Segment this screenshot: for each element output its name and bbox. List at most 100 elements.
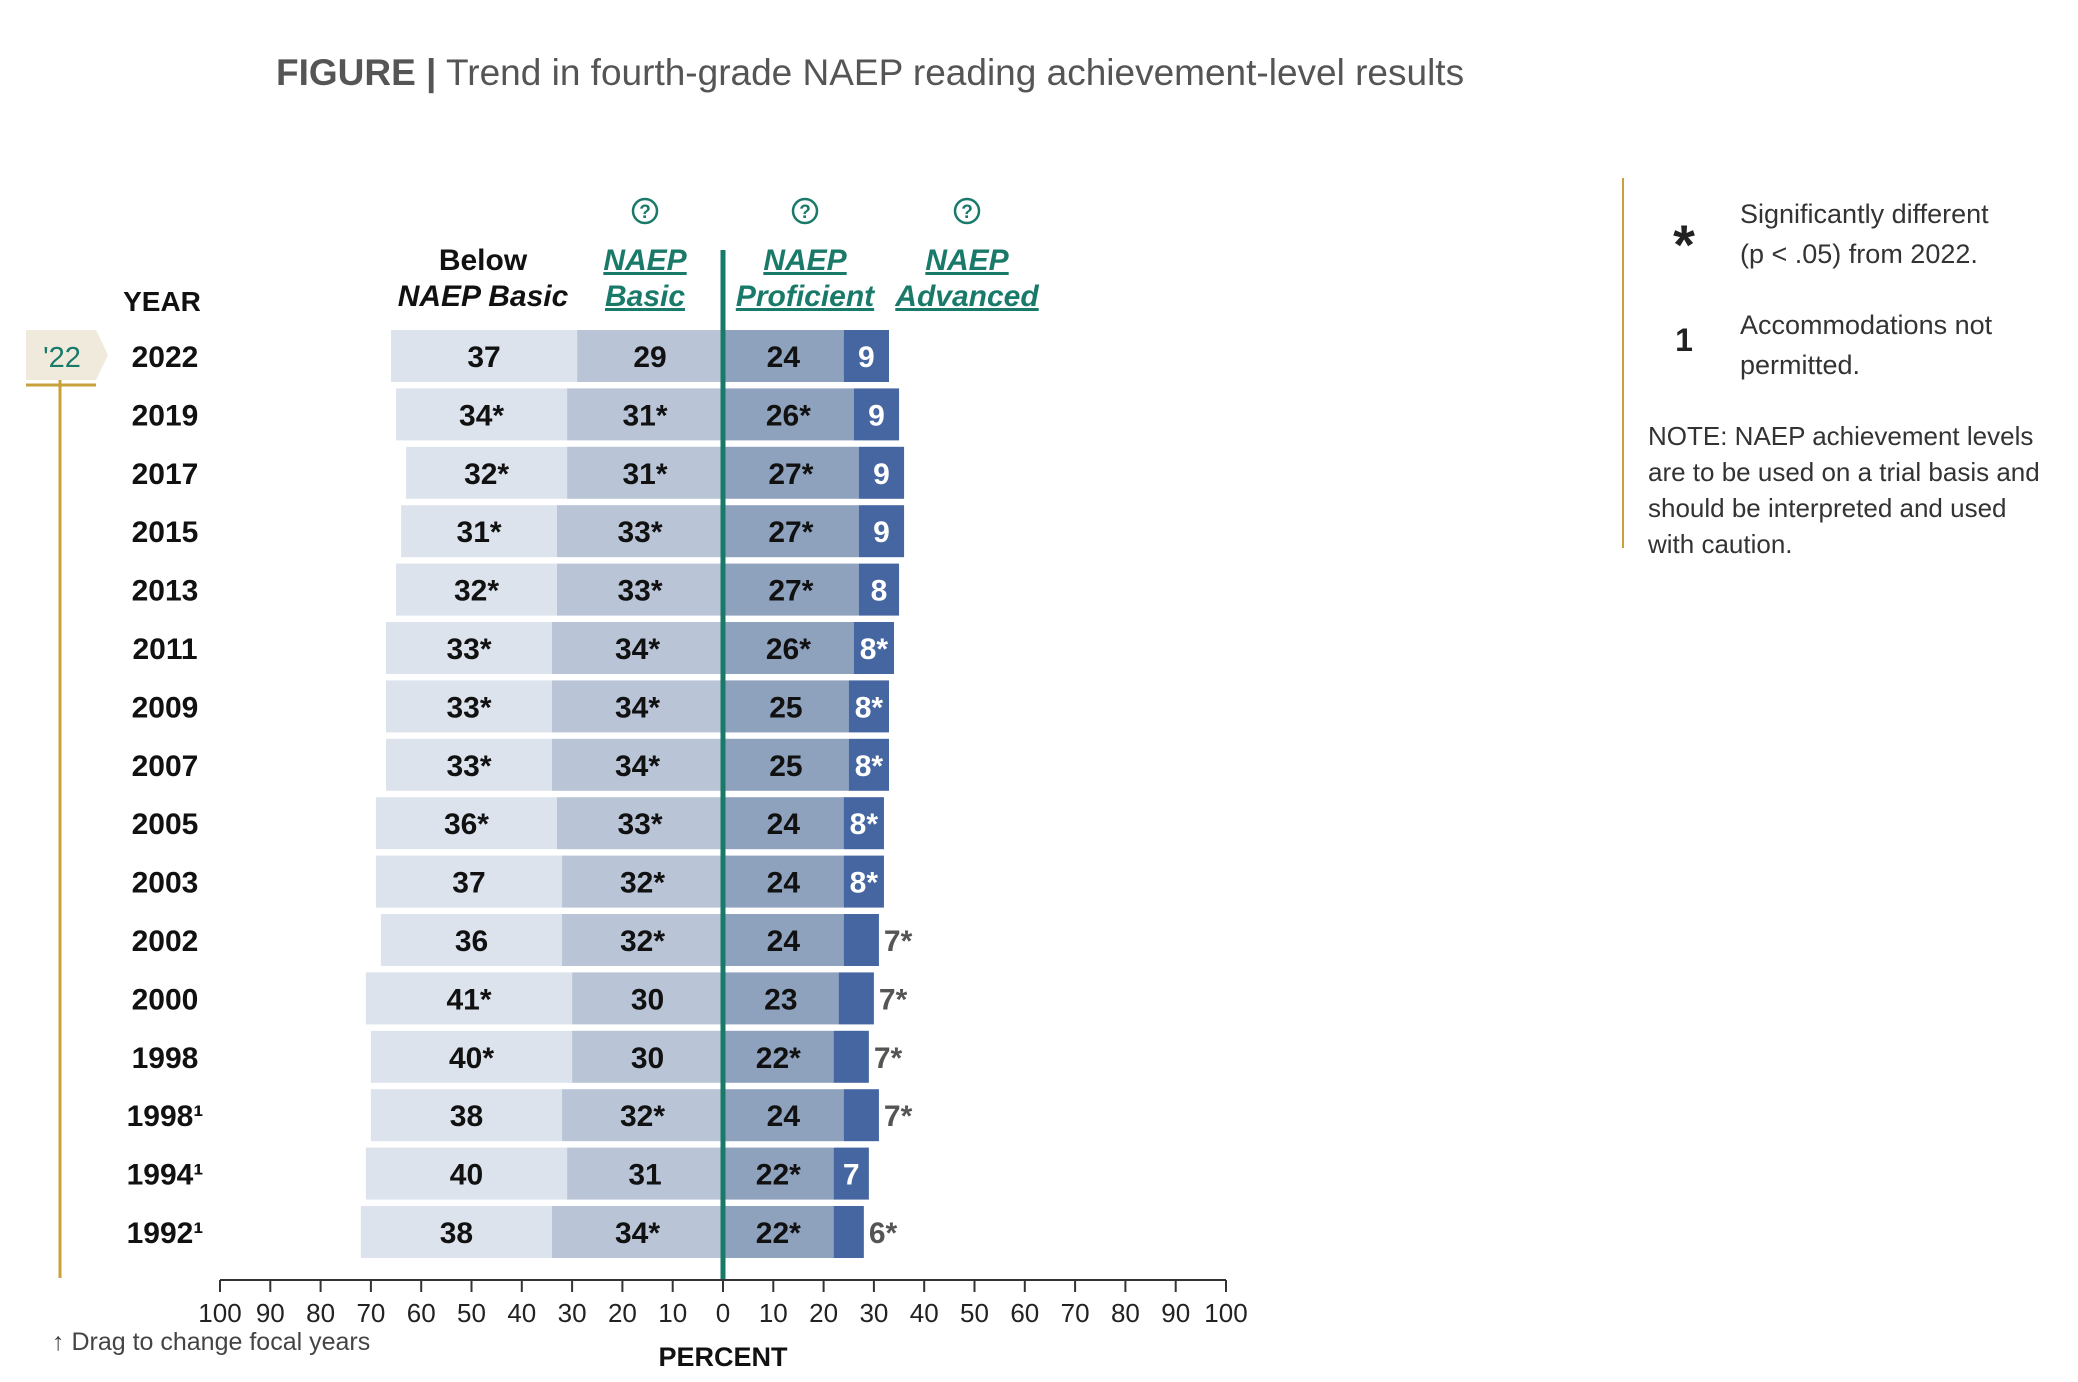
column-header-3-line2[interactable]: Proficient	[736, 280, 876, 313]
column-header-2-line1[interactable]: NAEP	[603, 244, 687, 277]
label-basic: 33*	[617, 516, 662, 549]
year-label: 2009	[132, 691, 199, 724]
label-below-basic: 38	[450, 1100, 483, 1133]
bar-basic	[557, 797, 723, 850]
bar-advanced	[848, 738, 889, 791]
bar-below-basic	[375, 797, 558, 850]
bar-proficient	[723, 738, 849, 791]
label-proficient: 25	[769, 691, 802, 724]
year-label: 1998	[132, 1042, 199, 1075]
year-label: 1998¹	[127, 1100, 204, 1133]
label-proficient: 24	[767, 867, 801, 900]
bar-below-basic	[396, 563, 558, 616]
bar-basic	[562, 855, 723, 908]
bar-advanced	[843, 1089, 879, 1142]
bar-proficient	[723, 914, 844, 966]
column-header-4-line2[interactable]: Advanced	[894, 280, 1039, 313]
bar-basic	[551, 680, 723, 733]
bar-proficient	[723, 1089, 844, 1142]
bar-basic	[551, 738, 723, 791]
bar-below-basic	[380, 914, 563, 966]
year-label: 2015	[132, 516, 199, 549]
label-advanced: 8*	[850, 808, 879, 841]
x-tick-label: 60	[1010, 1298, 1039, 1328]
bar-basic	[572, 1030, 723, 1083]
bar-basic	[572, 972, 723, 1025]
column-header-1-line2: NAEP Basic	[398, 280, 569, 313]
bar-below-basic	[370, 1089, 563, 1142]
x-tick-label: 50	[457, 1298, 486, 1328]
bar-below-basic	[360, 1206, 552, 1258]
x-tick-label: 70	[1061, 1298, 1090, 1328]
x-tick-label: 90	[256, 1298, 285, 1328]
x-tick-label: 60	[407, 1298, 436, 1328]
bar-below-basic	[401, 505, 558, 558]
bar-proficient	[723, 505, 859, 558]
label-proficient: 27*	[768, 458, 813, 491]
x-tick-label: 50	[960, 1298, 989, 1328]
label-basic: 34*	[615, 633, 660, 666]
label-basic: 33*	[617, 808, 662, 841]
label-advanced: 6*	[869, 1217, 898, 1250]
label-proficient: 24	[767, 341, 801, 374]
help-icon-glyph: ?	[639, 202, 651, 223]
label-basic: 32*	[620, 867, 665, 900]
label-advanced: 9	[868, 399, 885, 432]
year-label: 2011	[132, 633, 197, 666]
year-label: 2003	[132, 867, 199, 900]
drag-hint: ↑ Drag to change focal years	[52, 1328, 371, 1356]
label-proficient: 27*	[768, 516, 813, 549]
bar-advanced	[858, 563, 900, 616]
x-tick-label: 40	[910, 1298, 939, 1328]
year-label: 2005	[132, 808, 199, 841]
help-icon[interactable]	[631, 197, 659, 225]
bar-advanced	[858, 505, 905, 558]
label-below-basic: 34*	[459, 399, 504, 432]
help-icon[interactable]	[791, 197, 819, 225]
legend-accommodation-text-2: permitted.	[1740, 350, 1861, 380]
bar-basic	[562, 1089, 723, 1142]
label-proficient: 27*	[768, 575, 813, 608]
label-below-basic: 37	[467, 341, 500, 374]
bar-below-basic	[370, 1030, 573, 1083]
focal-tag-box	[26, 330, 108, 380]
label-basic: 30	[631, 1042, 664, 1075]
label-advanced: 8*	[860, 633, 889, 666]
column-header-3-line1[interactable]: NAEP	[763, 244, 847, 277]
label-proficient: 22*	[756, 1159, 801, 1192]
legend-significance-text-2: (p < .05) from 2022.	[1740, 239, 1978, 269]
bar-proficient	[723, 388, 854, 441]
x-tick-label: 10	[759, 1298, 788, 1328]
x-tick-label: 100	[1204, 1298, 1247, 1328]
bar-proficient	[723, 563, 859, 616]
x-tick-label: 100	[198, 1298, 241, 1328]
column-header-4-line1[interactable]: NAEP	[925, 244, 1009, 277]
label-below-basic: 38	[440, 1217, 473, 1250]
legend-note: NOTE: NAEP achievement levels are to be …	[1648, 421, 2040, 559]
label-below-basic: 32*	[454, 575, 499, 608]
bar-proficient	[723, 797, 844, 850]
label-proficient: 22*	[756, 1217, 801, 1250]
label-below-basic: 33*	[446, 633, 491, 666]
label-advanced: 9	[873, 458, 890, 491]
bar-below-basic	[375, 855, 563, 908]
label-proficient: 25	[769, 750, 802, 783]
bar-advanced	[833, 1206, 864, 1258]
bar-below-basic	[406, 446, 568, 499]
bar-below-basic	[385, 680, 552, 733]
legend-divider	[1622, 178, 1624, 548]
bar-advanced	[848, 680, 889, 733]
bar-advanced	[843, 855, 884, 908]
bar-below-basic	[385, 738, 552, 791]
help-icon[interactable]	[953, 197, 981, 225]
label-advanced: 8*	[855, 750, 884, 783]
bar-below-basic	[391, 330, 578, 382]
column-header-1-line1: Below	[439, 244, 528, 277]
column-header-2-line2[interactable]: Basic	[605, 280, 685, 313]
focal-tag-label[interactable]: '22	[43, 342, 81, 374]
x-tick-label: 80	[1111, 1298, 1140, 1328]
label-below-basic: 40	[450, 1159, 483, 1192]
bar-below-basic	[396, 388, 568, 441]
label-basic: 29	[633, 341, 666, 374]
